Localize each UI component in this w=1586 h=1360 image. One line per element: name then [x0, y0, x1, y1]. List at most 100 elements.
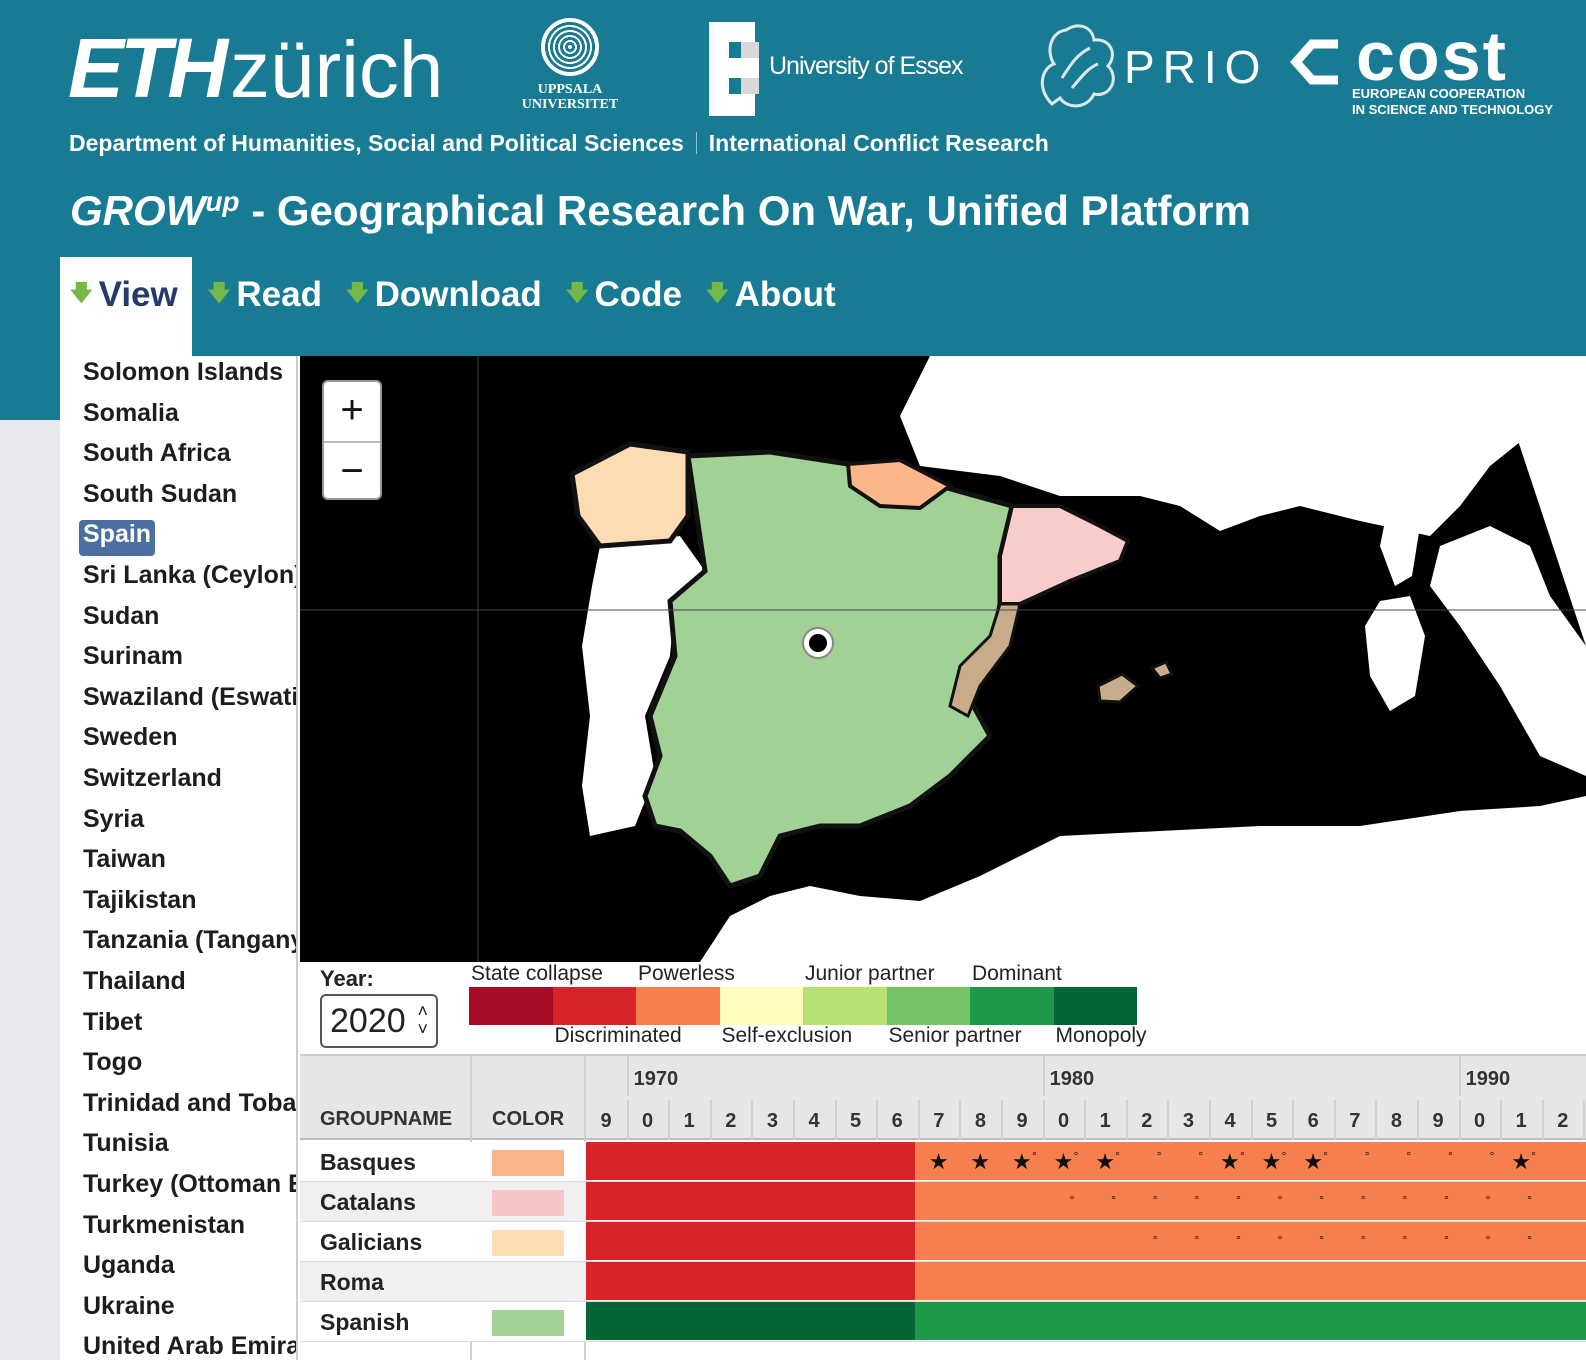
small-circle-icon: ° — [1240, 1149, 1245, 1163]
map-view[interactable]: + − — [300, 356, 1586, 962]
status-bar-early — [586, 1262, 915, 1300]
sidebar-country-item[interactable]: Swaziland (Eswatini) — [83, 682, 298, 711]
small-circle-icon: ° — [1152, 1233, 1158, 1247]
legend-swatch — [886, 987, 970, 1025]
year-divider — [1458, 1100, 1461, 1140]
status-bar-late — [914, 1262, 1586, 1300]
sidebar-country-item[interactable]: South Sudan — [83, 479, 238, 508]
sidebar-country-item[interactable]: Tunisia — [83, 1129, 169, 1158]
small-circle-icon: ° — [1073, 1149, 1079, 1163]
sidebar-country-item[interactable]: Switzerland — [83, 764, 222, 792]
sidebar-country-item[interactable]: Sweden — [83, 723, 178, 752]
land-africa — [700, 796, 1586, 962]
table-header: GROUPNAME COLOR 1970 1980 1990 9 0 1 2 3 4 5 6 7 8 9 0 1 2… — [300, 1056, 1586, 1140]
sidebar-country-item[interactable]: Turkmenistan — [83, 1210, 246, 1239]
sidebar-country-item[interactable]: Ukraine — [83, 1291, 175, 1320]
legend-swatch — [552, 987, 636, 1025]
uppsala-logo[interactable]: UPPSALA UNIVERSITET — [515, 14, 625, 124]
department-link[interactable]: Department of Humanities, Social and Pol… — [69, 130, 684, 156]
year-select[interactable]: 2020 ˄ ˅ — [320, 994, 438, 1048]
year-divider — [751, 1100, 754, 1140]
year-divider — [1042, 1100, 1045, 1140]
table-row[interactable]: Spanish — [300, 1302, 1586, 1342]
sidebar-country-item[interactable]: Solomon Islands — [83, 358, 284, 386]
group-color-swatch — [492, 1310, 564, 1336]
decade-divider — [1458, 1056, 1461, 1096]
year-column-label: 4 — [1224, 1110, 1236, 1132]
year-column-label: 9 — [1016, 1110, 1028, 1132]
land-portugal — [582, 536, 705, 836]
tab-view[interactable]: 🡇 View — [60, 257, 192, 356]
prio-emblem-icon — [1040, 24, 1115, 108]
small-circle-icon: ° — [1111, 1193, 1116, 1207]
year-column-label: 2 — [725, 1110, 737, 1132]
sidebar-country-item[interactable]: Taiwan — [83, 845, 166, 874]
spinner-icon[interactable]: ˄ ˅ — [417, 1001, 428, 1039]
prio-logo-text: PRIO — [1124, 41, 1269, 93]
sidebar-country-item[interactable]: South Africa — [83, 439, 231, 468]
legend-label: Junior partner — [805, 962, 935, 985]
column-header-color[interactable]: COLOR — [492, 1108, 565, 1130]
sidebar-country-item[interactable]: Uganda — [83, 1251, 175, 1280]
star-icon: ★ — [1303, 1149, 1323, 1174]
year-column-label: 9 — [1432, 1110, 1444, 1132]
year-divider — [1583, 1100, 1586, 1140]
sidebar-country-item[interactable]: Tanzania (Tanganyika) — [83, 926, 296, 955]
sidebar-country-item[interactable]: Turkey (Ottoman Empire) — [83, 1170, 296, 1198]
year-divider — [1084, 1100, 1087, 1140]
table-row[interactable]: Catalans ° ° ° ° ° ° ° ° ° ° ° ° — [300, 1182, 1586, 1222]
small-circle-icon: ° — [1198, 1149, 1204, 1163]
zoom-in-button[interactable]: + — [340, 388, 364, 432]
sidebar-country-item[interactable]: Sudan — [83, 601, 160, 630]
tab-download[interactable]: 🡇 Download — [336, 257, 556, 333]
region-galicians[interactable] — [569, 441, 691, 549]
table-row[interactable]: Galicians ° ° ° ° ° ° ° ° ° ° — [300, 1222, 1586, 1262]
region-spanish[interactable] — [642, 449, 1015, 889]
sidebar-country-item[interactable]: Tibet — [83, 1007, 143, 1036]
table-row[interactable]: Basques ° ° ° ° ° ° ° ° ° ° ° ° ° ★ ★ ★ ★ ★ ★ ★ ★ ★ — [300, 1142, 1586, 1182]
group-table: GROUPNAME COLOR 1970 1980 1990 9 0 1 2 3 4 5 6 7 8 9 0 1 2… — [300, 1054, 1586, 1360]
small-circle-icon: ° — [1156, 1149, 1162, 1163]
map-canvas[interactable] — [300, 356, 1586, 962]
status-bar-late — [914, 1302, 1586, 1340]
column-header-groupname[interactable]: GROUPNAME — [320, 1108, 453, 1130]
star-icon: ★ — [1012, 1149, 1032, 1174]
sidebar-country-item[interactable]: Thailand — [83, 967, 186, 995]
small-circle-icon: ° — [1402, 1193, 1408, 1207]
main-nav: 🡇 View 🡇 Read 🡇 Download 🡇 Code 🡇 About — [60, 257, 850, 356]
tab-about[interactable]: 🡇 About — [696, 257, 850, 333]
tab-code[interactable]: 🡇 Code — [556, 257, 696, 333]
sidebar-country-item[interactable]: Togo — [83, 1048, 143, 1077]
sidebar-country-item[interactable]: Surinam — [83, 642, 184, 671]
sidebar-country-item[interactable]: Sri Lanka (Ceylon) — [83, 561, 298, 589]
legend-swatch — [719, 987, 803, 1025]
year-divider — [1500, 1100, 1503, 1140]
region-basques[interactable] — [845, 457, 954, 511]
tab-label: View — [98, 274, 178, 314]
group-name: Galicians — [320, 1229, 423, 1255]
small-circle-icon: ° — [1281, 1149, 1287, 1163]
sidebar-country-item[interactable]: Somalia — [83, 398, 179, 427]
year-column-label: 1 — [683, 1110, 695, 1132]
sidebar-country-item[interactable]: United Arab Emirates — [83, 1332, 296, 1360]
sidebar-country-item[interactable]: Trinidad and Tobago — [83, 1088, 297, 1117]
table-row[interactable]: Roma — [300, 1262, 1586, 1302]
region-catalans[interactable] — [998, 504, 1131, 606]
prio-logo[interactable]: PRIO — [1032, 18, 1260, 114]
sidebar-country-item[interactable]: Syria — [83, 804, 145, 833]
research-group-link[interactable]: International Conflict Research — [708, 130, 1049, 156]
small-circle-icon: ° — [1444, 1193, 1449, 1207]
legend-swatch — [636, 987, 720, 1025]
tab-read[interactable]: 🡇 Read — [198, 257, 336, 333]
eth-zurich-logo[interactable]: ETHzürich — [68, 20, 443, 117]
legend-swatch — [803, 987, 887, 1025]
group-name: Basques — [320, 1149, 416, 1175]
country-list[interactable]: Solomon Islands Somalia South Africa South … — [60, 356, 298, 1360]
sidebar-country-item[interactable]: Tajikistan — [83, 885, 197, 914]
cost-logo[interactable]: cost EUROPEAN COOPERATION IN SCIENCE AND… — [1290, 17, 1586, 122]
year-column-label: 6 — [891, 1110, 903, 1132]
essex-logo[interactable]: University of Essex — [705, 20, 975, 118]
sidebar-country-item[interactable]: Spain — [79, 520, 156, 557]
zoom-out-button[interactable]: − — [324, 441, 380, 498]
